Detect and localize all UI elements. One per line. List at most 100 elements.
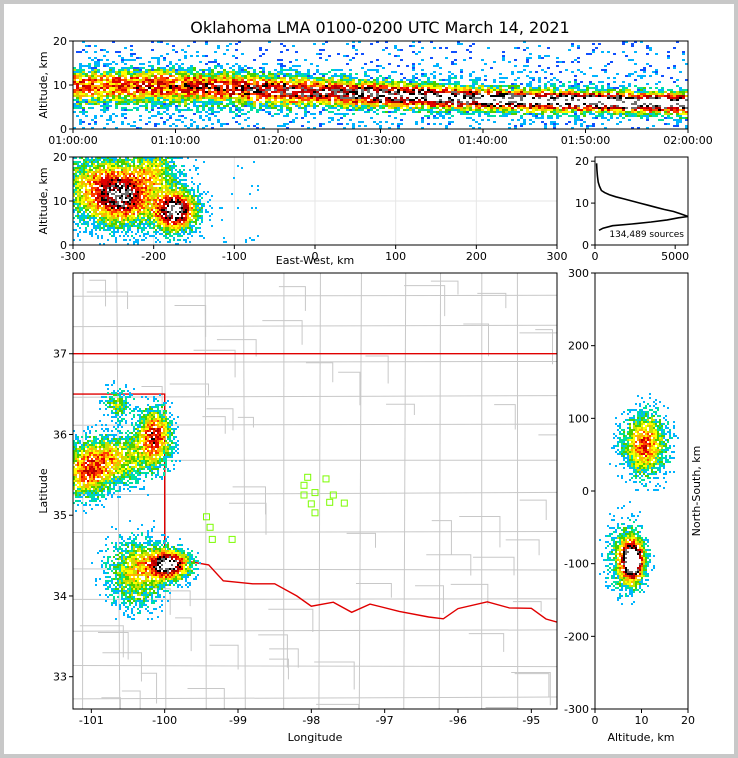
time-height-cell — [550, 107, 553, 109]
time-height-cell — [538, 87, 541, 89]
time-height-cell — [643, 71, 646, 73]
time-height-cell — [154, 97, 157, 99]
time-height-cell — [616, 103, 619, 105]
time-height-cell — [265, 99, 268, 101]
time-height-cell — [676, 107, 679, 109]
time-height-cell — [145, 77, 148, 79]
time-height-cell — [634, 51, 637, 53]
time-height-cell — [454, 59, 457, 61]
time-height-cell — [313, 91, 316, 93]
time-height-cell — [106, 87, 109, 89]
time-height-cell — [493, 81, 496, 83]
time-height-cell — [241, 81, 244, 83]
time-height-cell — [217, 119, 220, 121]
time-height-cell — [211, 95, 214, 97]
east-west-cell — [89, 185, 91, 187]
east-west-cell — [111, 169, 113, 171]
time-height-cell — [646, 119, 649, 121]
time-height-cell — [181, 109, 184, 111]
time-height-cell — [583, 113, 586, 115]
time-height-cell — [508, 107, 511, 109]
time-height-cell — [334, 93, 337, 95]
east-west-cell — [93, 163, 95, 165]
east-west-cell — [113, 185, 115, 187]
time-height-cell — [628, 101, 631, 103]
time-height-cell — [670, 107, 673, 109]
east-west-cell — [133, 237, 135, 239]
time-height-cell — [241, 53, 244, 55]
time-height-cell — [460, 107, 463, 109]
time-height-cell — [481, 109, 484, 111]
time-height-cell — [244, 81, 247, 83]
time-height-cell — [601, 93, 604, 95]
time-height-cell — [424, 81, 427, 83]
time-height-cell — [220, 71, 223, 73]
time-height-cell — [601, 123, 604, 125]
time-height-cell — [430, 105, 433, 107]
time-height-cell — [631, 43, 634, 45]
time-height-cell — [511, 101, 514, 103]
east-west-cell — [109, 215, 111, 217]
time-height-cell — [349, 105, 352, 107]
east-west-cell — [95, 161, 97, 163]
time-height-cell — [649, 97, 652, 99]
time-height-cell — [127, 123, 130, 125]
time-height-cell — [481, 103, 484, 105]
time-height-cell — [166, 113, 169, 115]
time-height-cell — [229, 111, 232, 113]
time-height-cell — [280, 65, 283, 67]
east-west-cell — [73, 181, 75, 183]
time-height-cell — [262, 85, 265, 87]
time-height-cell — [646, 91, 649, 93]
time-height-cell — [580, 109, 583, 111]
time-height-cell — [547, 55, 550, 57]
east-west-cell — [107, 185, 109, 187]
time-height-cell — [115, 95, 118, 97]
time-height-cell — [397, 85, 400, 87]
east-west-cell — [75, 229, 77, 231]
time-height-cell — [79, 107, 82, 109]
time-height-cell — [448, 71, 451, 73]
time-height-cell — [187, 79, 190, 81]
time-height-cell — [484, 95, 487, 97]
time-height-cell — [502, 55, 505, 57]
time-height-cell — [460, 105, 463, 107]
time-height-cell — [325, 79, 328, 81]
time-height-cell — [577, 119, 580, 121]
time-height-cell — [340, 89, 343, 91]
time-height-cell — [316, 79, 319, 81]
time-height-cell — [598, 107, 601, 109]
time-height-cell — [190, 125, 193, 127]
time-height-cell — [148, 87, 151, 89]
time-height-cell — [244, 95, 247, 97]
east-west-cell — [113, 199, 115, 201]
time-height-cell — [550, 73, 553, 75]
time-height-cell — [409, 83, 412, 85]
time-height-cell — [421, 97, 424, 99]
time-height-cell — [298, 89, 301, 91]
east-west-cell — [123, 171, 125, 173]
east-west-cell — [131, 181, 133, 183]
east-west-cell — [121, 223, 123, 225]
time-height-cell — [343, 99, 346, 101]
time-height-cell — [181, 121, 184, 123]
time-height-cell — [352, 123, 355, 125]
time-height-cell — [508, 85, 511, 87]
time-height-cell — [247, 81, 250, 83]
time-height-cell — [541, 111, 544, 113]
time-height-cell — [166, 77, 169, 79]
east-west-cell — [79, 197, 81, 199]
time-height-cell — [685, 119, 688, 121]
time-height-cell — [289, 99, 292, 101]
time-height-cell — [415, 85, 418, 87]
east-west-cell — [127, 219, 129, 221]
time-height-cell — [547, 89, 550, 91]
time-height-cell — [619, 99, 622, 101]
time-height-cell — [481, 83, 484, 85]
east-west-cell — [115, 227, 117, 229]
time-height-cell — [430, 73, 433, 75]
time-height-cell — [412, 69, 415, 71]
time-height-cell — [94, 93, 97, 95]
time-height-cell — [124, 101, 127, 103]
time-height-cell — [265, 95, 268, 97]
